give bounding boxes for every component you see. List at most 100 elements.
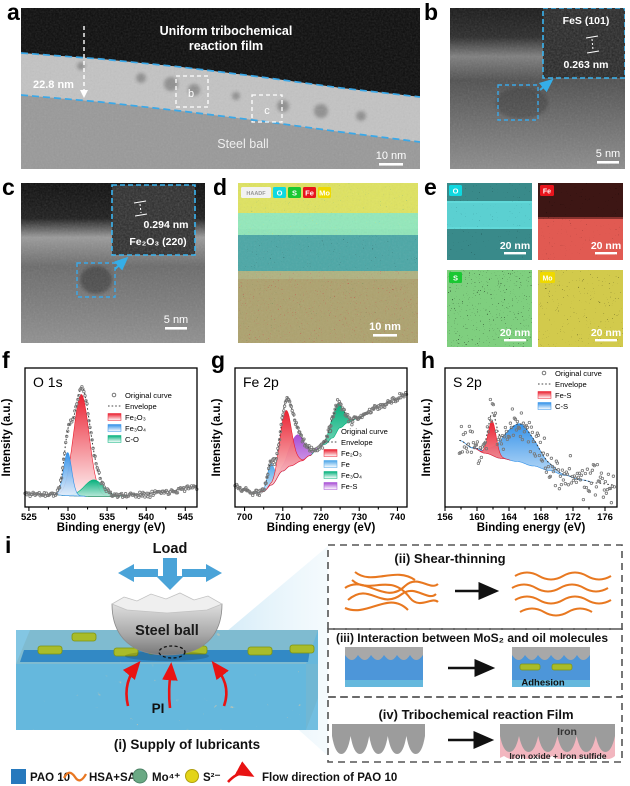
load-arrows: Load xyxy=(118,541,222,590)
xps-fe2p-chart: 700 710 720 730 740 Binding energy (eV) Intens… xyxy=(211,367,409,534)
legend-item-label: Fe₂O₃ xyxy=(341,449,362,458)
component-Fe₂O₃ xyxy=(46,394,117,497)
x-tick-label: 176 xyxy=(597,512,613,523)
y-axis-title: Intensity (a.u.) xyxy=(1,398,13,476)
region-c-box xyxy=(251,94,283,123)
steel-ball: Steel ball xyxy=(111,592,223,661)
scalebar-a-bar xyxy=(379,163,403,166)
x-tick-label: 530 xyxy=(60,512,76,523)
axes-box xyxy=(24,367,198,508)
spectrum-title: S 2p xyxy=(453,374,482,390)
x-tick-label: 540 xyxy=(138,512,154,523)
chip-o: O xyxy=(277,189,283,198)
scalebar-b-bar xyxy=(597,161,619,164)
map-mo: Mo 20 nm xyxy=(538,270,623,347)
interaction-after: Adhesion xyxy=(512,647,590,689)
x-tick-label: 525 xyxy=(21,512,38,523)
adhered-mos2-platelets xyxy=(519,663,573,671)
x-ticks xyxy=(244,507,398,511)
chip-haadf: HAADF xyxy=(246,191,266,197)
x-tick-label: 710 xyxy=(275,512,291,523)
rough-steel-surface xyxy=(332,724,425,754)
film-caption-line1: Uniform tribochemical xyxy=(160,24,293,38)
eds-legend-chips: HAADF O S Fe Mo xyxy=(241,187,331,198)
legend-item-label: Original curve xyxy=(125,391,172,400)
spectrum-title: O 1s xyxy=(33,374,63,390)
x-ticks xyxy=(28,507,186,511)
s2-swatch xyxy=(185,769,199,783)
adhesion-label: Adhesion xyxy=(521,678,564,689)
pi-label: PI xyxy=(152,701,165,716)
region-c-label: c xyxy=(264,105,270,117)
fes-inset-arrow xyxy=(538,78,554,93)
fe2o3-phase-label: Fe₂O₃ (220) xyxy=(129,236,186,248)
xps-o1s-chart: 525 530 535 540 545 Binding energy (eV) Intens… xyxy=(1,367,199,534)
scalebar-b-label: 5 nm xyxy=(596,148,620,160)
legend-item-label: Fe₃O₄ xyxy=(341,471,362,480)
chip-s: S xyxy=(292,189,297,198)
original-curve-scatter xyxy=(23,385,199,499)
x-tick-label: 545 xyxy=(177,512,194,523)
legend-item-label: Fe-S xyxy=(341,482,357,491)
map-o-chip: O xyxy=(453,187,459,196)
x-ticks xyxy=(444,507,606,511)
region-b-label: b xyxy=(188,88,194,100)
interaction-before xyxy=(345,647,423,687)
panel-i-schematic: Steel ball Load PI (i) Supply of lubrica… xyxy=(11,541,623,784)
legend-item-label: Envelope xyxy=(555,380,587,389)
scalebar-d-label: 10 nm xyxy=(369,321,401,333)
box-shear-thinning: (ii) Shear-thinning xyxy=(327,544,623,630)
map-fe-scalebar-label: 20 nm xyxy=(591,240,621,252)
panel-f-label: f xyxy=(2,347,10,373)
box-tribofilm: (iv) Tribochemical reaction Film Iron Ir… xyxy=(327,696,623,763)
spectrum-title: Fe 2p xyxy=(243,374,279,390)
fes-spacing-label: 0.263 nm xyxy=(564,59,609,71)
film-top-boundary-line xyxy=(21,52,420,98)
slide-left-arrow-icon xyxy=(118,564,158,582)
x-tick-label: 535 xyxy=(99,512,116,523)
caption-interaction: (iii) Interaction between MoS₂ and oil m… xyxy=(336,631,608,645)
axes-box xyxy=(444,367,618,508)
legend-item-label: C-O xyxy=(125,435,139,444)
y-axis-title: Intensity (a.u.) xyxy=(421,398,433,476)
iron-label: Iron xyxy=(557,726,577,738)
legend-item-label: Original curve xyxy=(555,369,602,378)
pao10-swatch xyxy=(11,769,26,784)
legend-item-label: Fe xyxy=(341,460,350,469)
panel-h-label: h xyxy=(421,347,436,373)
x-tick-label: 740 xyxy=(390,512,406,523)
aligned-thickener-chains xyxy=(511,571,612,617)
panel-b-tem-image: FeS (101) 0.263 nm 5 nm xyxy=(450,8,625,169)
panel-c-tem-image: 0.294 nm Fe₂O₃ (220) 5 nm xyxy=(21,183,205,343)
s2-label: S²⁻ xyxy=(203,772,221,784)
map-fe: Fe 20 nm xyxy=(538,183,623,260)
panel-b-label: b xyxy=(424,0,439,25)
mo4-swatch xyxy=(132,768,148,784)
chart-legend: Original curve Envelope Fe₂O₃ Fe₃O₄ C-O xyxy=(107,391,172,444)
legend-item-label: Fe₂O₃ xyxy=(125,413,146,422)
scalebar-d-bar xyxy=(373,334,397,337)
fes-inset: FeS (101) 0.263 nm xyxy=(542,8,625,79)
flow-arrow-icon xyxy=(227,761,255,783)
panel-e-label: e xyxy=(424,174,437,200)
panel-g-label: g xyxy=(211,347,226,373)
scalebar-a-label: 10 nm xyxy=(376,150,407,162)
bottom-legend: PAO 10 HSA+SA Mo⁴⁺ S²⁻ Flow direction of… xyxy=(11,761,397,784)
panel-d-label: d xyxy=(213,174,228,200)
caption-shear-thinning: (ii) Shear-thinning xyxy=(394,551,505,566)
legend-item-label: Fe₃O₄ xyxy=(125,424,146,433)
x-axis-title: Binding energy (eV) xyxy=(477,522,586,534)
panel-d-eds-map: HAADF O S Fe Mo 10 nm xyxy=(238,183,418,343)
map-o-scalebar-label: 20 nm xyxy=(500,240,530,252)
map-fe-chip: Fe xyxy=(543,189,551,196)
map-s: S 20 nm xyxy=(447,270,532,347)
region-b-box xyxy=(175,75,209,108)
scalebar-c-label: 5 nm xyxy=(164,314,188,326)
load-down-arrow-icon xyxy=(156,558,184,590)
legend-item-label: Envelope xyxy=(125,402,157,411)
tangled-thickener-chains xyxy=(344,571,439,612)
x-tick-label: 168 xyxy=(533,512,549,523)
legend-item-label: C-S xyxy=(555,402,568,411)
flow-direction-label: Flow direction of PAO 10 xyxy=(262,772,397,784)
lattice-spacing-marks xyxy=(133,200,148,217)
